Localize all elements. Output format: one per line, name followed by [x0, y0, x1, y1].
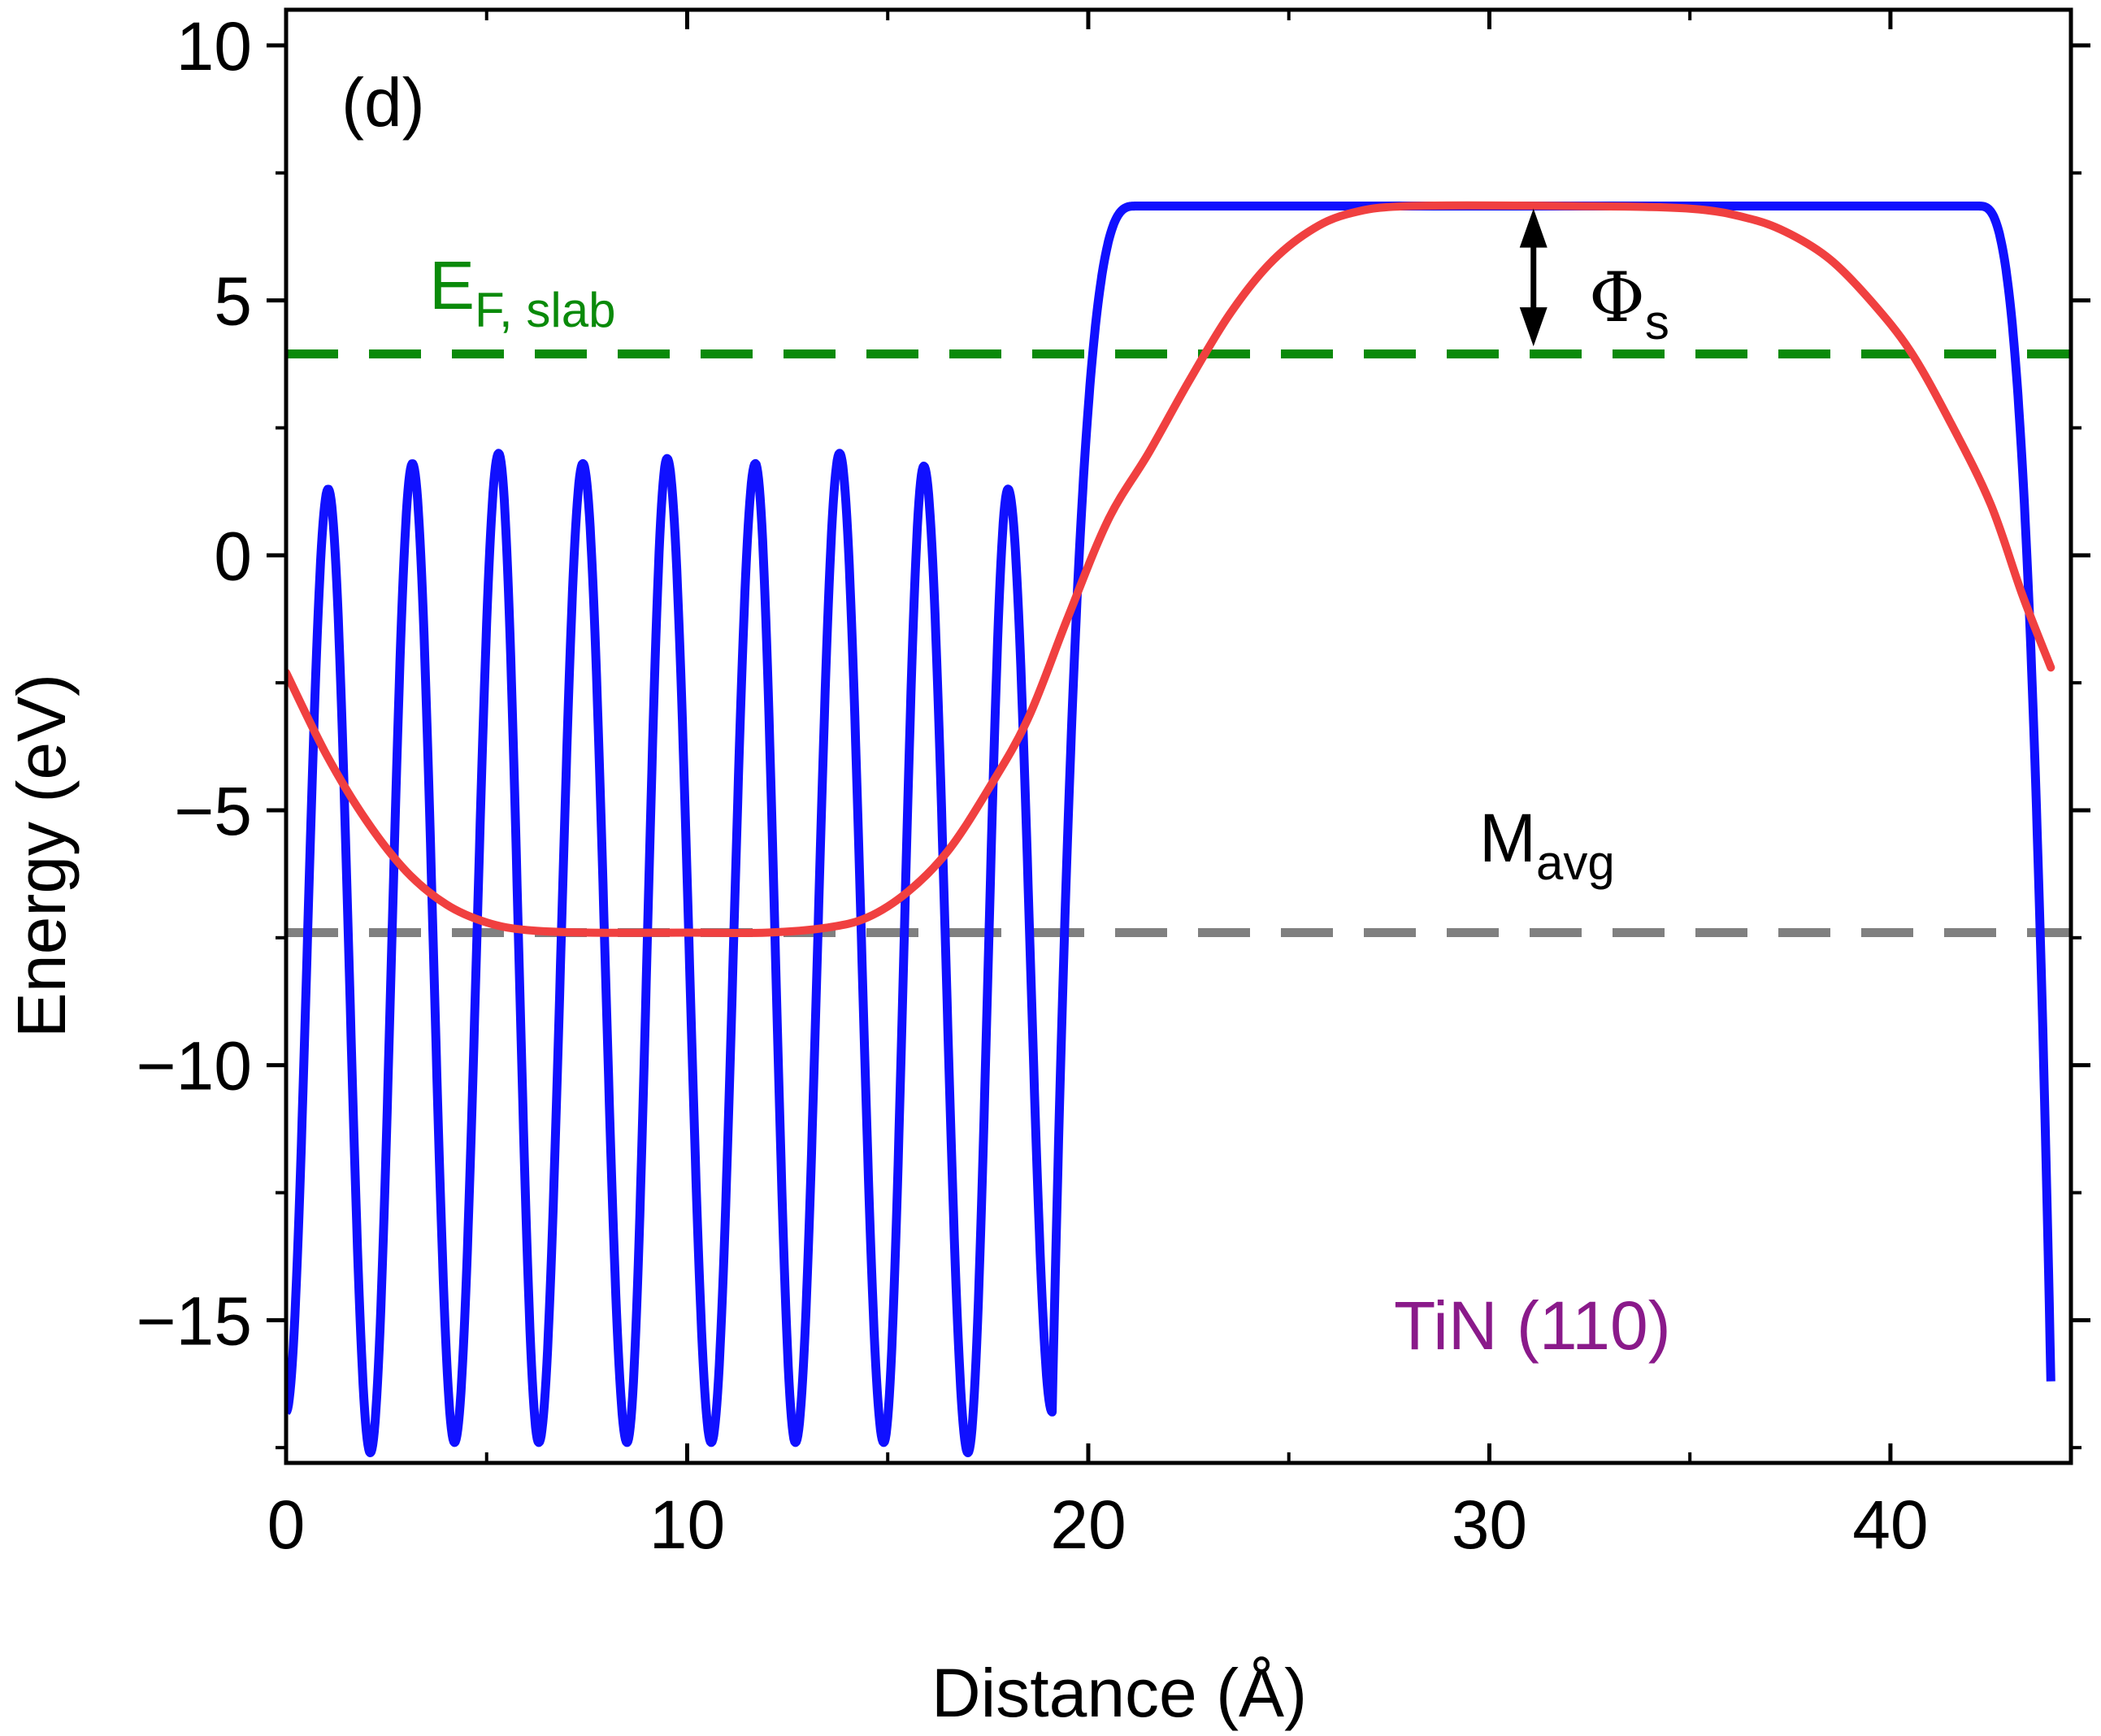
series-planar-potential [286, 202, 2055, 1457]
panel-label: (d) [341, 64, 425, 141]
plot-area [286, 201, 2071, 1457]
x-tick-label: 10 [649, 1486, 725, 1563]
x-tick-label: 30 [1452, 1486, 1527, 1563]
y-tick-label: 10 [176, 8, 252, 85]
y-tick-label: −10 [137, 1028, 253, 1105]
x-tick-label: 0 [267, 1486, 306, 1563]
y-tick-label: −5 [174, 773, 252, 849]
work-function-arrow-head-down [1519, 307, 1548, 347]
axes: 0 10 20 30 40 10 5 0 −5 −10 −15 [137, 7, 2090, 1563]
material-label: TiN (110) [1394, 1287, 1671, 1364]
x-tick-label: 20 [1050, 1486, 1126, 1563]
plot-frame [284, 7, 2073, 1465]
y-tick-label: −15 [137, 1282, 253, 1359]
fermi-level-label: EF, slab [429, 247, 615, 337]
series-macroscopic-average [286, 201, 2055, 937]
y-tick-label: 5 [214, 263, 252, 340]
work-function-label: Φs [1589, 258, 1669, 349]
work-function-arrow-head-up [1519, 208, 1548, 248]
macro-average-label: Mavg [1479, 800, 1615, 890]
y-tick-label: 0 [214, 518, 252, 594]
x-tick-label: 40 [1852, 1486, 1928, 1563]
y-axis-title: Energy (eV) [3, 674, 80, 1038]
x-axis-title: Distance (Å) [931, 1655, 1307, 1731]
